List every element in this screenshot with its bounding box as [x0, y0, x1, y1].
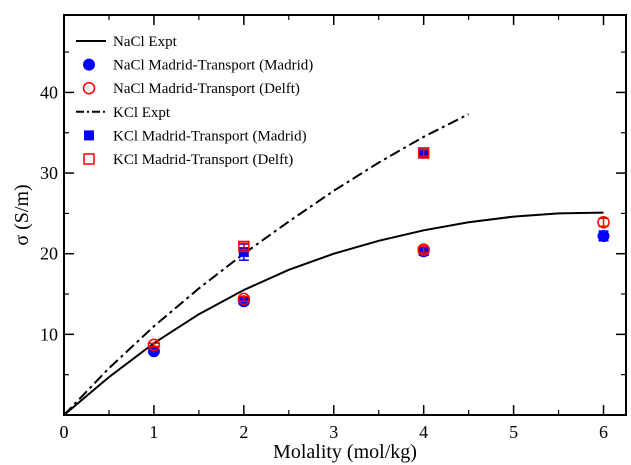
legend: NaCl Expt NaCl Madrid-Transport (Madrid) N…	[76, 34, 313, 168]
series-line-3	[63, 113, 470, 416]
axes: 0 1 2 3 4 5 6 10 20 30 40	[40, 14, 627, 442]
x-tick-label: 4	[419, 422, 428, 442]
legend-label-1: NaCl Madrid-Transport (Madrid)	[113, 58, 313, 74]
legend-marker-4	[84, 130, 94, 141]
data-point	[147, 338, 161, 352]
x-tick-label: 6	[599, 422, 608, 442]
plot-area	[63, 113, 610, 416]
legend-label-0: NaCl Expt	[113, 34, 178, 50]
x-tick-label: 3	[329, 422, 338, 442]
x-axis-title: Molality (mol/kg)	[273, 441, 417, 463]
legend-label-2: NaCl Madrid-Transport (Delft)	[113, 81, 300, 97]
data-point	[597, 229, 610, 242]
y-tick-label: 40	[40, 82, 58, 102]
data-point	[417, 243, 430, 256]
plot-frame	[63, 14, 627, 416]
x-tick-label: 5	[509, 422, 518, 442]
data-point	[238, 240, 250, 253]
x-tick-label: 1	[149, 422, 158, 442]
legend-marker-5	[83, 153, 95, 165]
y-tick-label: 20	[40, 244, 58, 264]
y-axis-title: σ (S/m)	[11, 184, 33, 245]
data-point	[597, 216, 610, 229]
legend-marker-2	[82, 81, 96, 95]
legend-label-4: KCl Madrid-Transport (Madrid)	[113, 128, 307, 144]
x-tick-label: 2	[239, 422, 248, 442]
y-tick-label: 10	[40, 324, 58, 344]
series-line-0	[63, 211, 604, 416]
x-tick-label: 0	[60, 422, 69, 442]
legend-marker-1	[83, 58, 95, 71]
legend-label-3: KCl Expt	[113, 105, 171, 121]
data-point	[147, 345, 160, 358]
legend-label-5: KCl Madrid-Transport (Delft)	[113, 152, 293, 168]
data-point	[237, 292, 251, 306]
y-tick-label: 30	[40, 163, 58, 183]
data-point	[417, 147, 430, 159]
